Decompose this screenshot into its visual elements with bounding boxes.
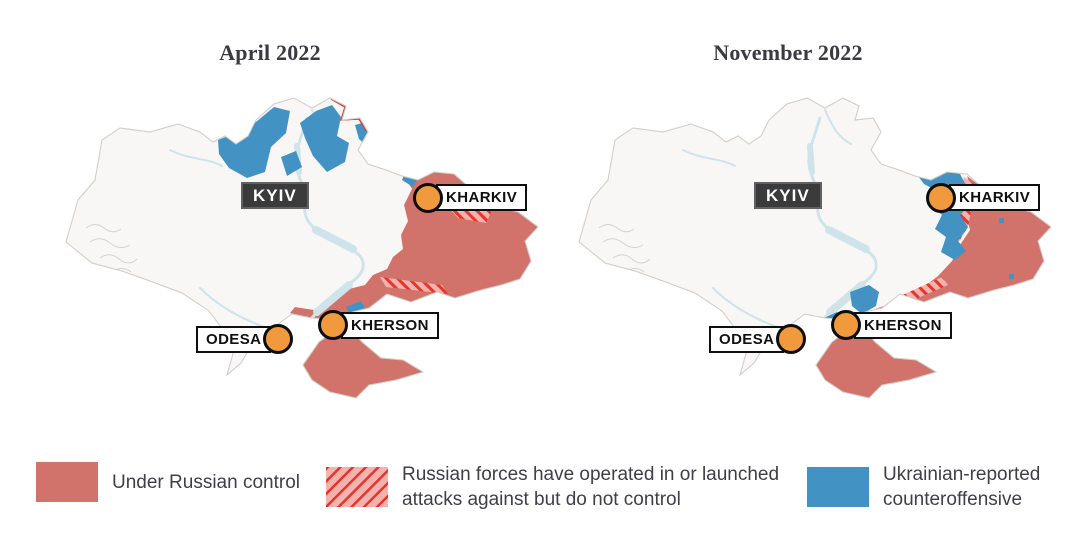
map-panel-november-2022: KYIV KHARKIV KHERSON ODESA <box>563 80 1063 430</box>
country-outline <box>65 97 539 399</box>
city-label-kyiv: KYIV <box>241 182 309 209</box>
map-title-april: April 2022 <box>219 40 321 65</box>
city-label-kyiv: KYIV <box>754 182 822 209</box>
city-label-odesa-text: ODESA <box>719 331 775 348</box>
city-label-odesa: ODESA <box>709 326 785 353</box>
city-label-kharkiv: KHARKIV <box>436 184 528 211</box>
city-marker-odesa <box>263 324 293 354</box>
city-label-kharkiv-text: KHARKIV <box>959 189 1031 206</box>
legend-item-contested: Russian forces have operated in or launc… <box>326 462 832 512</box>
city-label-odesa: ODESA <box>196 326 272 353</box>
carpathian-terrain <box>85 224 138 273</box>
city-label-kyiv-text: KYIV <box>766 186 810 205</box>
city-marker-kherson <box>318 310 348 340</box>
legend-item-russian-control: Under Russian control <box>36 462 300 502</box>
city-label-kherson-text: KHERSON <box>351 317 429 334</box>
city-label-kyiv-text: KYIV <box>253 186 297 205</box>
legend-label-counteroffensive: Ukrainian-reported counteroffensive <box>883 464 1041 510</box>
legend-swatch-counteroffensive <box>807 467 869 507</box>
city-label-odesa-text: ODESA <box>206 331 262 348</box>
map-title-november: November 2022 <box>713 40 863 65</box>
border-incursion-line <box>330 98 367 132</box>
legend-label-contested: Russian forces have operated in or launc… <box>402 464 780 510</box>
map-panel-april-2022: KYIV KHARKIV KHERSON ODESA <box>50 80 550 430</box>
city-marker-kherson <box>831 310 861 340</box>
ukraine-map-april <box>65 97 539 399</box>
city-label-kherson-text: KHERSON <box>864 317 942 334</box>
city-marker-kharkiv <box>926 183 956 213</box>
country-outline <box>578 97 1052 399</box>
ukraine-map-november <box>578 97 1052 399</box>
legend-swatch-contested <box>326 467 388 507</box>
legend-swatch-russian-control <box>36 462 98 502</box>
city-label-kharkiv-text: KHARKIV <box>446 189 518 206</box>
city-label-kherson: KHERSON <box>854 312 952 339</box>
city-label-kharkiv: KHARKIV <box>949 184 1041 211</box>
city-marker-odesa <box>776 324 806 354</box>
legend-label-russian-control: Under Russian control <box>112 471 300 493</box>
legend-item-counteroffensive: Ukrainian-reported counteroffensive <box>807 462 1080 512</box>
rivers <box>682 109 878 328</box>
city-marker-kharkiv <box>413 183 443 213</box>
city-label-kherson: KHERSON <box>341 312 439 339</box>
